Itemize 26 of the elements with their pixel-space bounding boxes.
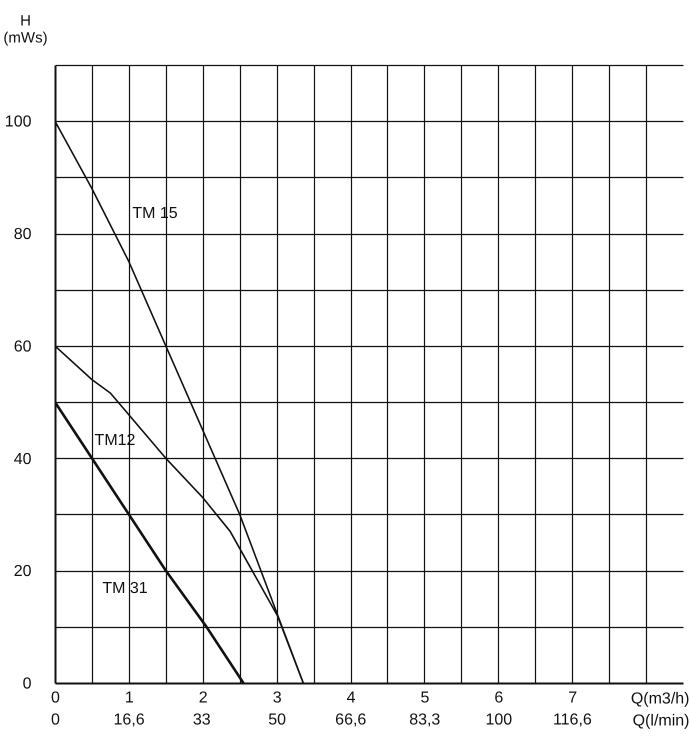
x-tick-label: 1 [124,690,134,706]
y-tick-label: 20 [14,563,32,580]
x-tick-label: 0 [51,690,60,706]
x-tick-label: 3 [272,690,282,706]
x-axis-title: Q(m3/h) [630,690,689,708]
x2-axis-title: Q(l/min) [632,712,689,730]
y-tick-label: 100 [4,114,32,131]
x2-tick-label: 0 [51,712,60,728]
y-tick-label: 0 [22,676,32,692]
x2-tick-label: 50 [268,712,286,728]
x2-tick-label: 16,6 [114,712,145,728]
x2-tick-label: 83,3 [409,712,440,728]
x-tick-label: 4 [346,690,356,706]
x-tick-label: 5 [420,690,430,706]
x2-tick-label: 33 [192,712,211,728]
x2-tick-label: 100 [485,712,512,728]
y-axis-title: H (mWs) [3,12,48,46]
x2-tick-label: 116,6 [552,712,592,728]
series-label: TM 31 [102,580,148,597]
x-tick-label: 7 [568,690,578,706]
x-tick-label: 6 [494,690,504,706]
y-tick-label: 80 [14,226,32,244]
x2-tick-label: 66,6 [335,712,366,728]
y-tick-label: 60 [14,338,32,356]
y-tick-label: 40 [14,450,32,468]
x-tick-label: 2 [198,690,208,706]
